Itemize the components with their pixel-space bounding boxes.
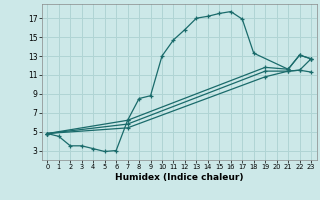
X-axis label: Humidex (Indice chaleur): Humidex (Indice chaleur)	[115, 173, 244, 182]
